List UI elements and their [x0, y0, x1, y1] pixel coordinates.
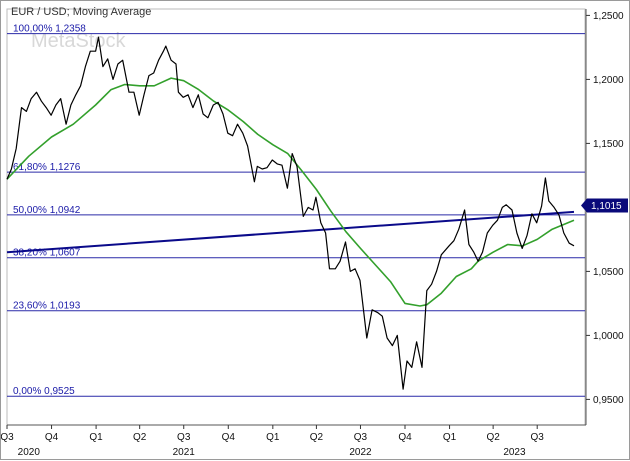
trendline-layer: [6, 210, 575, 254]
x-tick-label-11: Q2: [486, 432, 500, 443]
year-label-1: 2021: [173, 447, 196, 458]
price-layer: [6, 36, 575, 390]
x-axis: Q3 Q4 Q1 Q2 Q3 Q4 Q1 Q2 Q3 Q4 Q1 Q2 Q3 2020 2021 2022 20…: [1, 425, 544, 458]
y-tick-label-6: 0,9500: [593, 395, 624, 406]
fib-label-3: 38,20% 1,0607: [13, 248, 81, 259]
watermark: MetaStock: [31, 30, 126, 52]
fib-label-2: 50,00% 1,0942: [13, 205, 81, 216]
x-tick-label-4: Q3: [177, 432, 191, 443]
fib-label-1: 61,80% 1,1276: [13, 162, 81, 173]
x-tick-label-8: Q3: [354, 432, 368, 443]
price-line: [6, 36, 575, 390]
y-tick-label-4: 1,0500: [593, 267, 624, 278]
x-tick-label-9: Q4: [398, 432, 412, 443]
y-tick-label-5: 1,0000: [593, 331, 624, 342]
moving-average-line: [6, 77, 575, 307]
year-label-2: 2022: [349, 447, 372, 458]
fib-label-4: 23,60% 1,0193: [13, 301, 81, 312]
x-tick-label-12: Q3: [531, 432, 545, 443]
x-tick-label-6: Q1: [266, 432, 280, 443]
trendline: [6, 210, 575, 254]
x-tick-label-0: Q3: [1, 432, 14, 443]
y-tick-label-0: 1,2500: [593, 11, 624, 22]
fibonacci-levels: 100,00% 1,2358 61,80% 1,1276 50,00% 1,0942…: [7, 24, 585, 397]
last-price-marker: 1,1015: [581, 198, 628, 213]
y-tick-label-1: 1,2000: [593, 75, 624, 86]
y-tick-label-2: 1,1500: [593, 139, 624, 150]
last-price-label: 1,1015: [591, 201, 622, 212]
chart-title: EUR / USD; Moving Average: [11, 6, 151, 18]
x-tick-label-7: Q2: [310, 432, 324, 443]
x-tick-label-3: Q2: [133, 432, 147, 443]
moving-average-layer: [6, 77, 575, 307]
x-tick-label-5: Q4: [222, 432, 236, 443]
x-tick-label-1: Q4: [45, 432, 59, 443]
last-price-tag: [581, 198, 628, 213]
year-label-3: 2023: [503, 447, 526, 458]
x-tick-label-2: Q1: [89, 432, 103, 443]
year-label-0: 2020: [18, 447, 41, 458]
x-tick-label-10: Q1: [443, 432, 457, 443]
fib-label-0: 100,00% 1,2358: [13, 24, 86, 35]
fib-label-5: 0,00% 0,9525: [13, 386, 75, 397]
